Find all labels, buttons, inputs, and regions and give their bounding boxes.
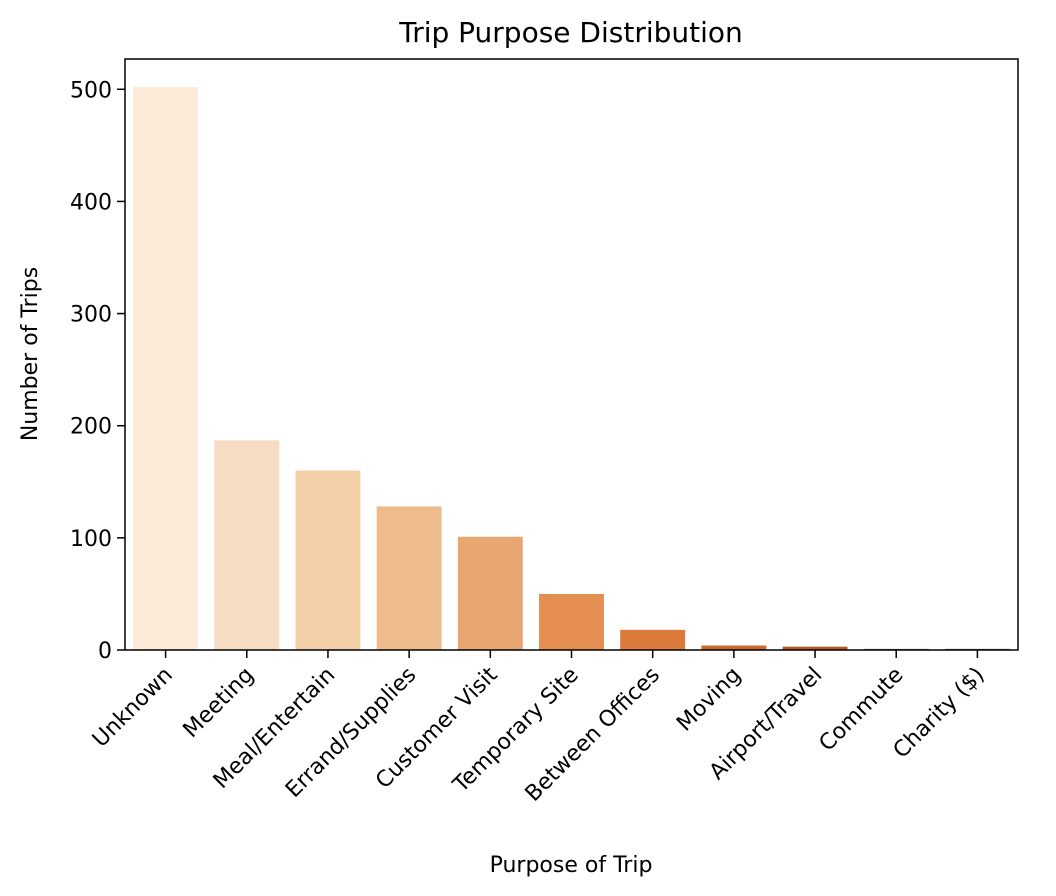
bar xyxy=(701,645,767,650)
bars-layer xyxy=(133,87,1010,650)
bar xyxy=(214,440,280,650)
bar xyxy=(376,506,442,650)
y-tick-label: 400 xyxy=(70,190,112,215)
y-tick-label: 100 xyxy=(70,527,112,552)
x-axis-label: Purpose of Trip xyxy=(490,853,653,878)
y-axis-label: Number of Trips xyxy=(18,267,43,441)
y-tick-label: 300 xyxy=(70,303,112,328)
chart-title: Trip Purpose Distribution xyxy=(398,16,743,49)
x-tick-label: Unknown xyxy=(88,663,178,753)
bar xyxy=(620,629,686,650)
x-tick-label: Moving xyxy=(672,663,746,737)
x-tick-label: Between Offices xyxy=(521,663,665,807)
y-tick-label: 200 xyxy=(70,415,112,440)
bar xyxy=(539,593,604,650)
bar xyxy=(457,536,523,650)
bar xyxy=(133,87,199,650)
bar xyxy=(295,470,361,650)
y-tick-label: 500 xyxy=(70,78,112,103)
bar xyxy=(782,646,848,650)
x-axis: Unknown MeetingMeal/EntertainErrand/Suppl… xyxy=(88,650,990,807)
y-tick-label: 0 xyxy=(98,639,112,664)
x-tick-label: Meeting xyxy=(179,663,259,743)
y-axis: 0 100 200 300 400 500 xyxy=(70,78,125,664)
